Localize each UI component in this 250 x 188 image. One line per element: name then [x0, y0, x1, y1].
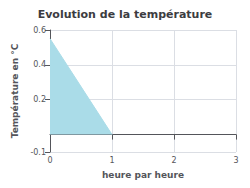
- svg-text:heure par heure: heure par heure: [102, 170, 184, 180]
- svg-text:0: 0: [47, 156, 52, 165]
- svg-text:0.6: 0.6: [33, 26, 46, 35]
- svg-text:2: 2: [171, 156, 176, 165]
- svg-text:1: 1: [109, 156, 114, 165]
- svg-text:0.4: 0.4: [33, 60, 46, 69]
- svg-text:0.2: 0.2: [33, 95, 46, 104]
- svg-text:Température en °C: Température en °C: [10, 43, 20, 138]
- svg-text:Evolution de la température: Evolution de la température: [38, 8, 213, 21]
- svg-text:-0.1: -0.1: [30, 148, 46, 157]
- svg-text:3: 3: [233, 156, 238, 165]
